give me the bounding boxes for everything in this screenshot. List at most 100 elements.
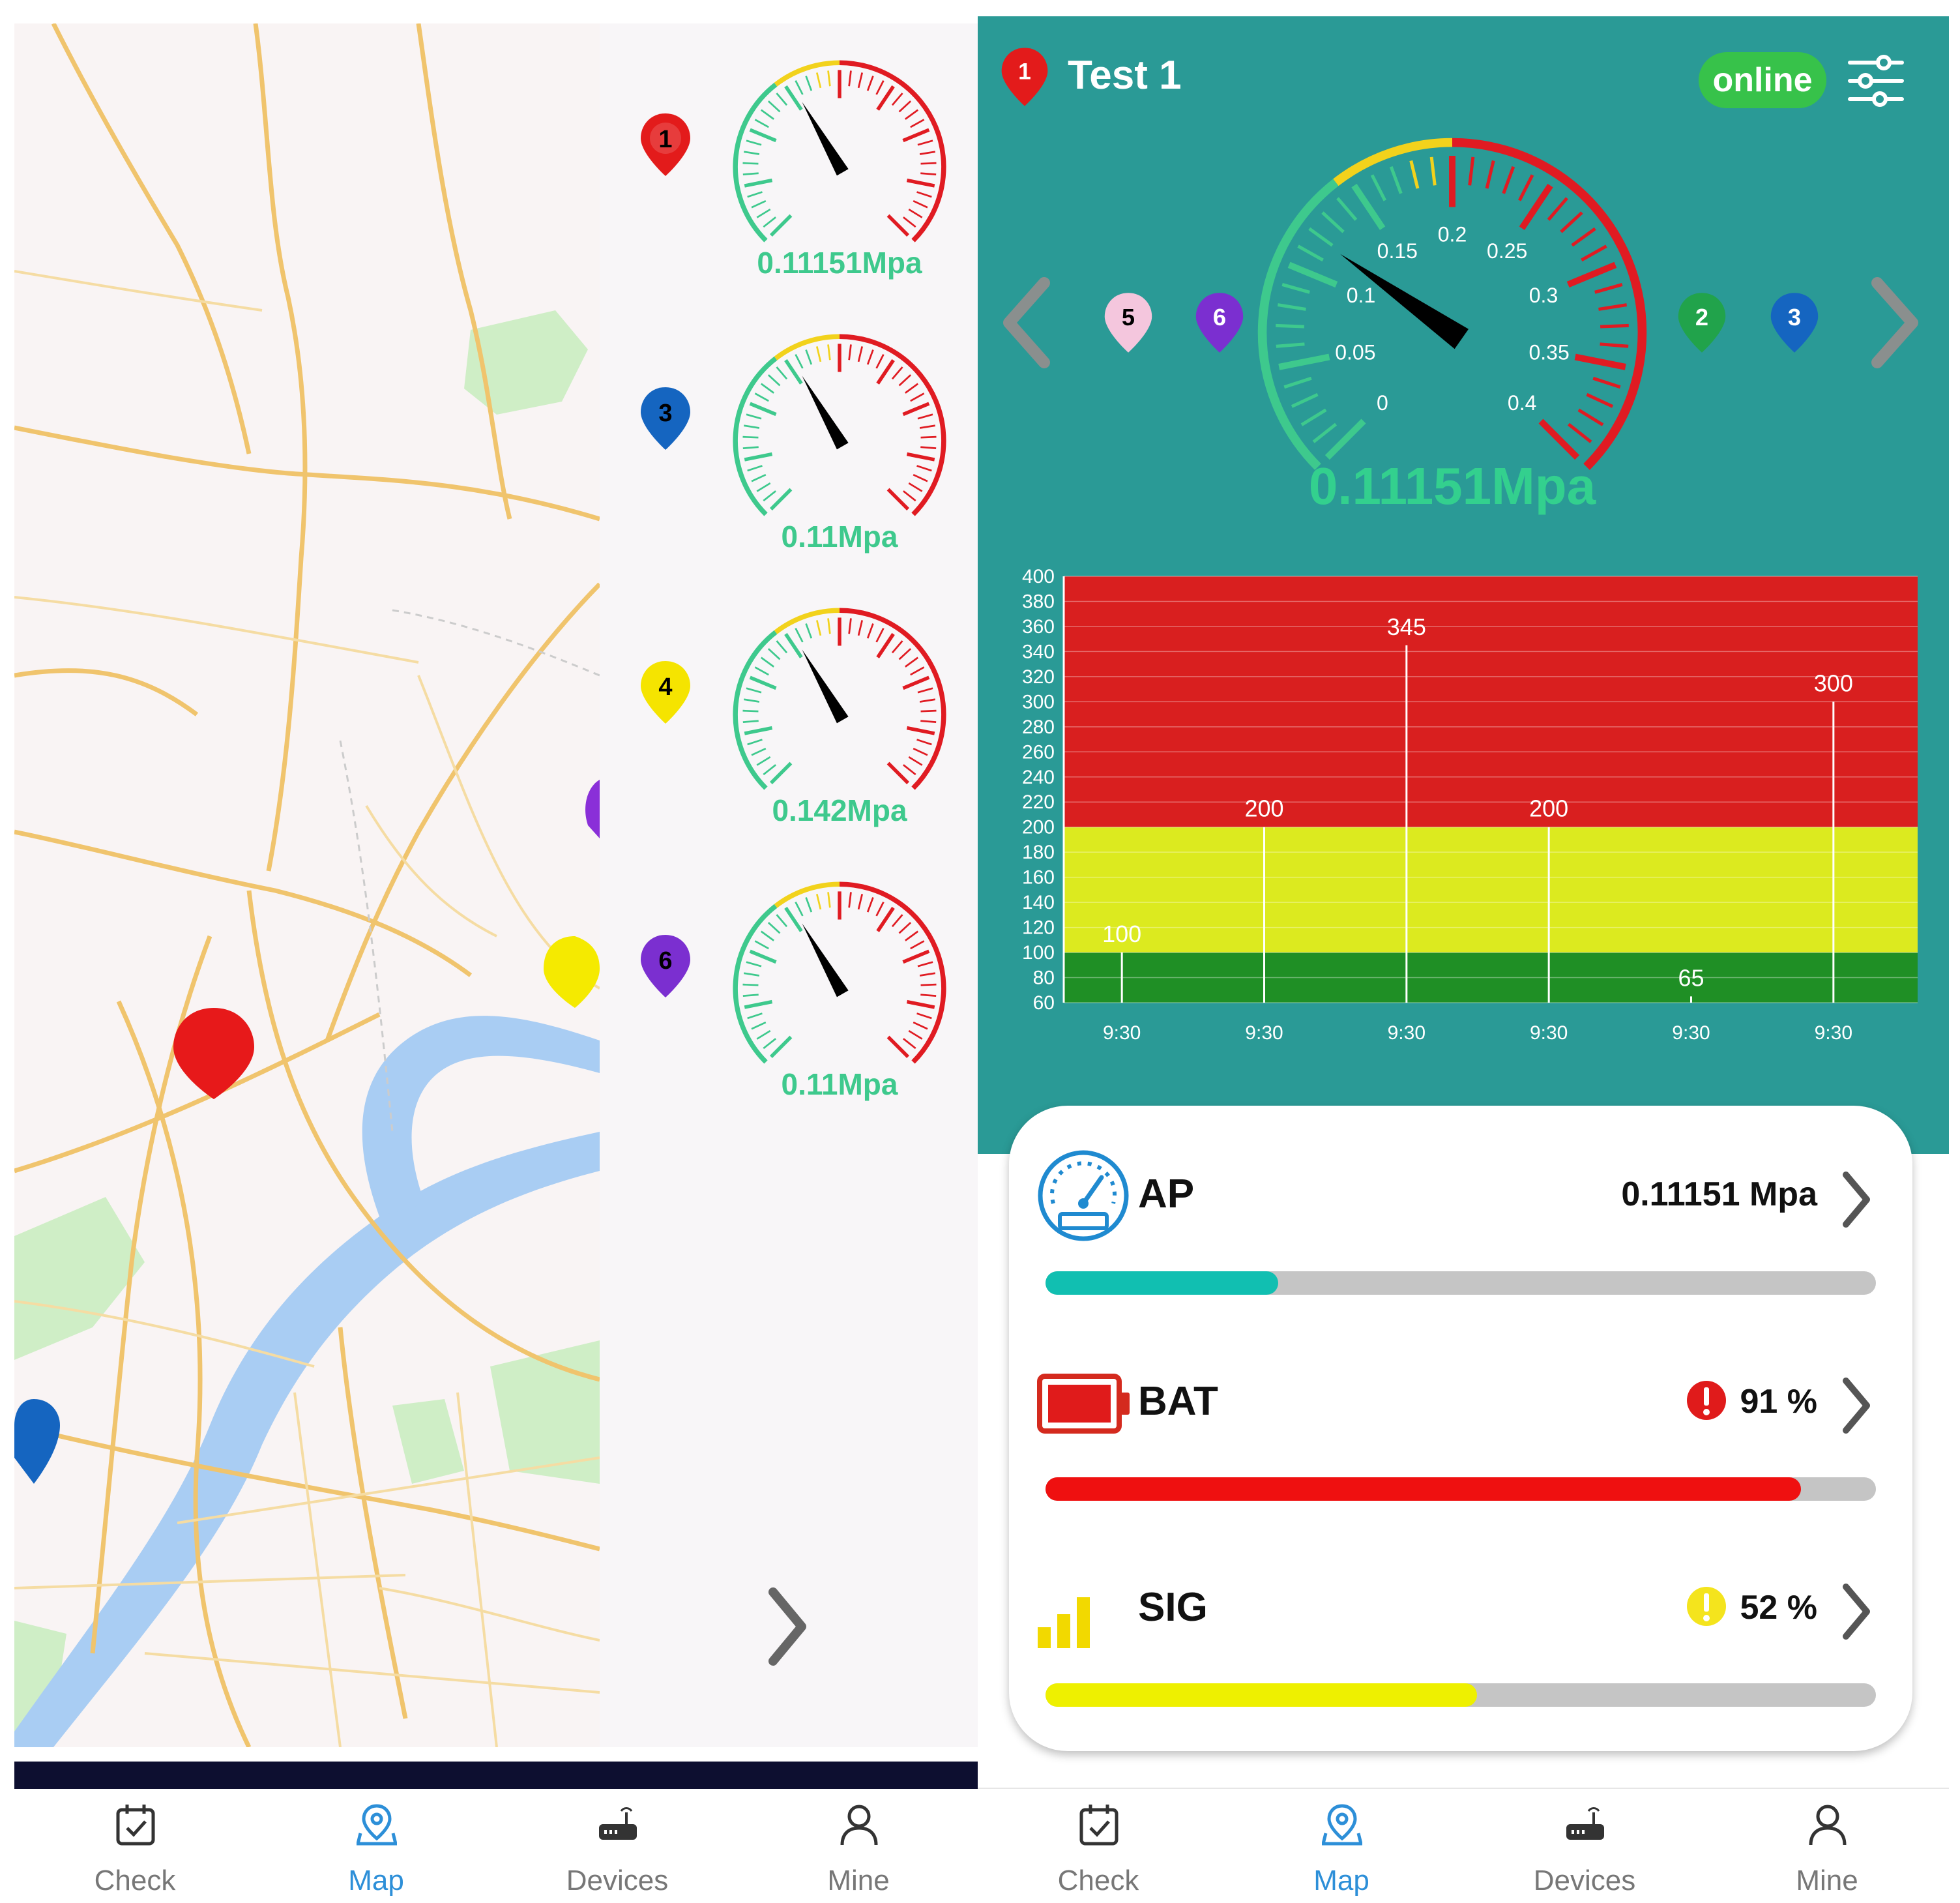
- nav-label: Mine: [1796, 1865, 1858, 1896]
- gauge-tick: [1567, 422, 1592, 443]
- gauge-tick: [876, 906, 895, 932]
- gauge-tick: [1276, 323, 1304, 329]
- chart-band: [1064, 827, 1918, 953]
- chart-band: [1064, 952, 1918, 1003]
- gauge-tick: [903, 1038, 916, 1050]
- gauge-tick: [747, 465, 763, 472]
- gauge-arc: [1452, 138, 1647, 470]
- gauge-list: 1 0.11151Mpa 3 0.11Mpa 4 0.142Mpa 6: [600, 23, 978, 1747]
- gauge-row-6[interactable]: 6 0.11Mpa: [600, 871, 978, 1145]
- status-badge: online: [1699, 52, 1826, 108]
- data-label: 65: [1678, 964, 1704, 991]
- device-pin-2-icon[interactable]: 2: [1675, 290, 1729, 355]
- y-tick-label: 140: [1022, 892, 1055, 913]
- gauge-tick: [747, 191, 763, 198]
- gauge-tick: [891, 640, 903, 654]
- pin-number: 6: [658, 947, 672, 975]
- gauge-tick: [1370, 174, 1387, 201]
- gauge-arc: [774, 608, 840, 634]
- gauge-tick: [905, 383, 919, 394]
- pin-number: 3: [1788, 304, 1801, 331]
- gauge-tick: [908, 1029, 923, 1040]
- gauge-tick: [749, 675, 777, 690]
- chevron-right-icon[interactable]: [1837, 1579, 1876, 1644]
- y-tick-label: 300: [1022, 691, 1055, 713]
- nav-mine[interactable]: Mine: [1706, 1789, 1948, 1903]
- nav-label: Map: [1313, 1865, 1369, 1896]
- main-gauge-value: 0.11151Mpa: [1308, 457, 1596, 515]
- nav-check[interactable]: Check: [978, 1789, 1219, 1903]
- gauge-tick: [747, 739, 763, 746]
- gauge-arc: [733, 904, 778, 1064]
- y-tick-label: 380: [1022, 591, 1055, 612]
- device-pin-icon: 6: [641, 935, 690, 997]
- device-pin-3-icon[interactable]: 3: [1768, 290, 1821, 355]
- nav-label: Map: [348, 1865, 404, 1896]
- gauge-tick-label: 0.15: [1377, 239, 1418, 263]
- nav-mine[interactable]: Mine: [738, 1789, 979, 1903]
- device-pin-5-icon[interactable]: 5: [1102, 290, 1155, 355]
- map-graphic: [14, 23, 600, 1747]
- gauge-tick: [848, 70, 852, 87]
- nav-map[interactable]: Map: [256, 1789, 497, 1903]
- gauge-tick: [742, 446, 759, 450]
- prev-device-arrow-icon[interactable]: [997, 274, 1056, 372]
- gauge-tick: [898, 648, 912, 660]
- gauge-tick: [1291, 392, 1319, 408]
- gauge-tick: [875, 353, 885, 369]
- y-tick-label: 320: [1022, 666, 1055, 688]
- gauge-tick: [742, 994, 759, 997]
- gauge-tick: [905, 656, 919, 668]
- y-tick-label: 260: [1022, 741, 1055, 763]
- metric-bar-ap: [1046, 1271, 1876, 1295]
- chevron-right-icon[interactable]: [1837, 1373, 1876, 1438]
- gauge-tick: [857, 894, 864, 910]
- nav-map[interactable]: Map: [1221, 1789, 1462, 1903]
- map-view[interactable]: [14, 23, 600, 1747]
- pin-number: 1: [658, 126, 672, 153]
- gauge-tick: [742, 983, 759, 986]
- gauge-row-1[interactable]: 1 0.11151Mpa: [600, 50, 978, 323]
- gauge-tick: [920, 720, 937, 724]
- data-label: 200: [1529, 795, 1568, 822]
- x-tick-label: 9:30: [1388, 1022, 1426, 1044]
- gauge-tick: [751, 199, 767, 209]
- gauge-tick: [913, 1021, 928, 1030]
- device-pin-icon: 1: [1001, 48, 1048, 106]
- gauge-tick: [769, 214, 793, 237]
- gauge-tick: [760, 109, 774, 120]
- gauge-row-3[interactable]: 3 0.11Mpa: [600, 323, 978, 597]
- gauge-tick: [1300, 408, 1327, 426]
- next-device-arrow-icon[interactable]: [1865, 274, 1924, 372]
- gauge-tick-label: 0.3: [1529, 284, 1558, 307]
- chevron-right-icon[interactable]: [761, 1584, 813, 1669]
- gauge-tick: [749, 128, 777, 143]
- map-pin-icon: [1322, 1804, 1362, 1846]
- gauge-tick: [916, 1012, 932, 1020]
- gauge-tick: [875, 627, 885, 643]
- gauge-tick: [876, 359, 895, 385]
- chevron-right-icon[interactable]: [1837, 1167, 1876, 1232]
- device-pin-6-icon[interactable]: 6: [1193, 290, 1246, 355]
- gauge-tick: [756, 482, 771, 492]
- gauge-tick: [746, 140, 762, 146]
- nav-check[interactable]: Check: [14, 1789, 256, 1903]
- speedometer-icon: [1038, 1150, 1129, 1241]
- gauge-tick: [769, 1035, 793, 1059]
- gauge-tick: [1468, 156, 1475, 186]
- nav-devices[interactable]: Devices: [497, 1789, 738, 1903]
- gauge-tick: [916, 739, 932, 746]
- nav-devices[interactable]: Devices: [1464, 1789, 1705, 1903]
- gauge-tick: [784, 906, 803, 932]
- gauge-tick: [1297, 244, 1324, 262]
- gauge-tick: [848, 892, 852, 908]
- gauge-arc: [774, 334, 840, 361]
- device-pin-icon: 4: [641, 661, 690, 724]
- gauge-tick: [795, 80, 804, 95]
- gauge-arc: [839, 334, 946, 516]
- settings-sliders-icon[interactable]: [1846, 51, 1906, 111]
- gauge-tick: [763, 216, 776, 228]
- gauge-tick: [898, 374, 912, 387]
- gauge-tick: [767, 374, 781, 387]
- gauge-row-4[interactable]: 4 0.142Mpa: [600, 597, 978, 871]
